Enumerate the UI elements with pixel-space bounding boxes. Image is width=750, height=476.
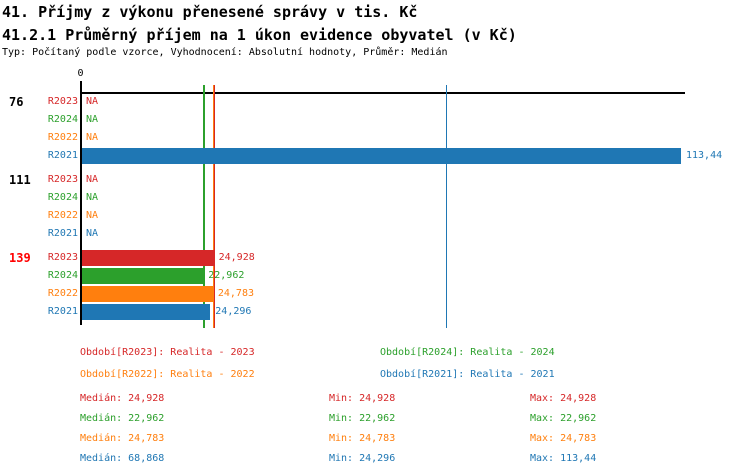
group-label-139: 139 xyxy=(9,251,31,265)
median-line-R2023 xyxy=(213,85,216,328)
report-subtitle: Typ: Počítaný podle vzorce, Vyhodnocení:… xyxy=(2,47,448,58)
group-label-111: 111 xyxy=(9,173,31,187)
report-title-line2: 41.2.1 Průměrný příjem na 1 úkon evidenc… xyxy=(2,26,517,44)
row-label-76-R2024: R2024 xyxy=(47,114,78,125)
row-label-76-R2023: R2023 xyxy=(47,96,78,107)
x-axis-zero-tick-label: 0 xyxy=(77,68,84,79)
row-label-111-R2022: R2022 xyxy=(47,210,78,221)
stat-min-R2024: Min: 22,962 xyxy=(329,413,396,424)
bar-139-R2022 xyxy=(82,286,213,302)
stat-max-R2024: Max: 22,962 xyxy=(530,413,597,424)
legend-item-R2024: Období[R2024]: Realita - 2024 xyxy=(380,347,555,358)
row-label-139-R2024: R2024 xyxy=(47,270,78,281)
stat-min-R2023: Min: 24,928 xyxy=(329,393,396,404)
na-label-76-R2022: NA xyxy=(86,132,99,143)
bar-value-label-76-R2021: 113,44 xyxy=(686,150,723,161)
na-label-76-R2023: NA xyxy=(86,96,99,107)
stat-max-R2023: Max: 24,928 xyxy=(530,393,597,404)
bar-139-R2024 xyxy=(82,268,204,284)
y-axis-line xyxy=(80,81,82,325)
stat-min-R2021: Min: 24,296 xyxy=(329,453,396,464)
row-label-139-R2023: R2023 xyxy=(47,252,78,263)
bar-139-R2023 xyxy=(82,250,214,266)
x-axis-top-line xyxy=(80,92,685,94)
na-label-111-R2022: NA xyxy=(86,210,99,221)
bar-139-R2021 xyxy=(82,304,211,320)
report-title-line1: 41. Příjmy z výkonu přenesené správy v t… xyxy=(2,3,418,21)
row-label-76-R2021: R2021 xyxy=(47,150,78,161)
na-label-111-R2021: NA xyxy=(86,228,99,239)
legend-item-R2021: Období[R2021]: Realita - 2021 xyxy=(380,369,555,380)
row-label-111-R2023: R2023 xyxy=(47,174,78,185)
row-label-111-R2021: R2021 xyxy=(47,228,78,239)
group-label-76: 76 xyxy=(9,95,24,109)
stat-median-R2024: Medián: 22,962 xyxy=(80,413,165,424)
na-label-76-R2024: NA xyxy=(86,114,99,125)
row-label-139-R2022: R2022 xyxy=(47,288,78,299)
row-label-76-R2022: R2022 xyxy=(47,132,78,143)
row-label-139-R2021: R2021 xyxy=(47,306,78,317)
row-label-111-R2024: R2024 xyxy=(47,192,78,203)
stat-min-R2022: Min: 24,783 xyxy=(329,433,396,444)
legend-item-R2023: Období[R2023]: Realita - 2023 xyxy=(80,347,255,358)
bar-value-label-139-R2023: 24,928 xyxy=(218,252,255,263)
stat-max-R2021: Max: 113,44 xyxy=(530,453,597,464)
stat-median-R2022: Medián: 24,783 xyxy=(80,433,165,444)
median-line-R2024 xyxy=(203,85,205,328)
horizontal-bar-chart: 0 76 R2023 NA R2024 NA R2022 NA R2021 113,44 111 R… xyxy=(9,68,723,328)
stat-median-R2023: Medián: 24,928 xyxy=(80,393,165,404)
bar-value-label-139-R2024: 22,962 xyxy=(208,270,245,281)
bar-76-R2021 xyxy=(82,148,681,164)
stat-median-R2021: Medián: 68,868 xyxy=(80,453,165,464)
stat-max-R2022: Max: 24,783 xyxy=(530,433,597,444)
bar-value-label-139-R2021: 24,296 xyxy=(215,306,252,317)
legend-item-R2022: Období[R2022]: Realita - 2022 xyxy=(80,369,255,380)
median-line-R2022 xyxy=(212,85,215,328)
bar-value-label-139-R2022: 24,783 xyxy=(217,288,254,299)
median-line-R2021 xyxy=(445,85,448,328)
na-label-111-R2023: NA xyxy=(86,174,99,185)
na-label-111-R2024: NA xyxy=(86,192,99,203)
